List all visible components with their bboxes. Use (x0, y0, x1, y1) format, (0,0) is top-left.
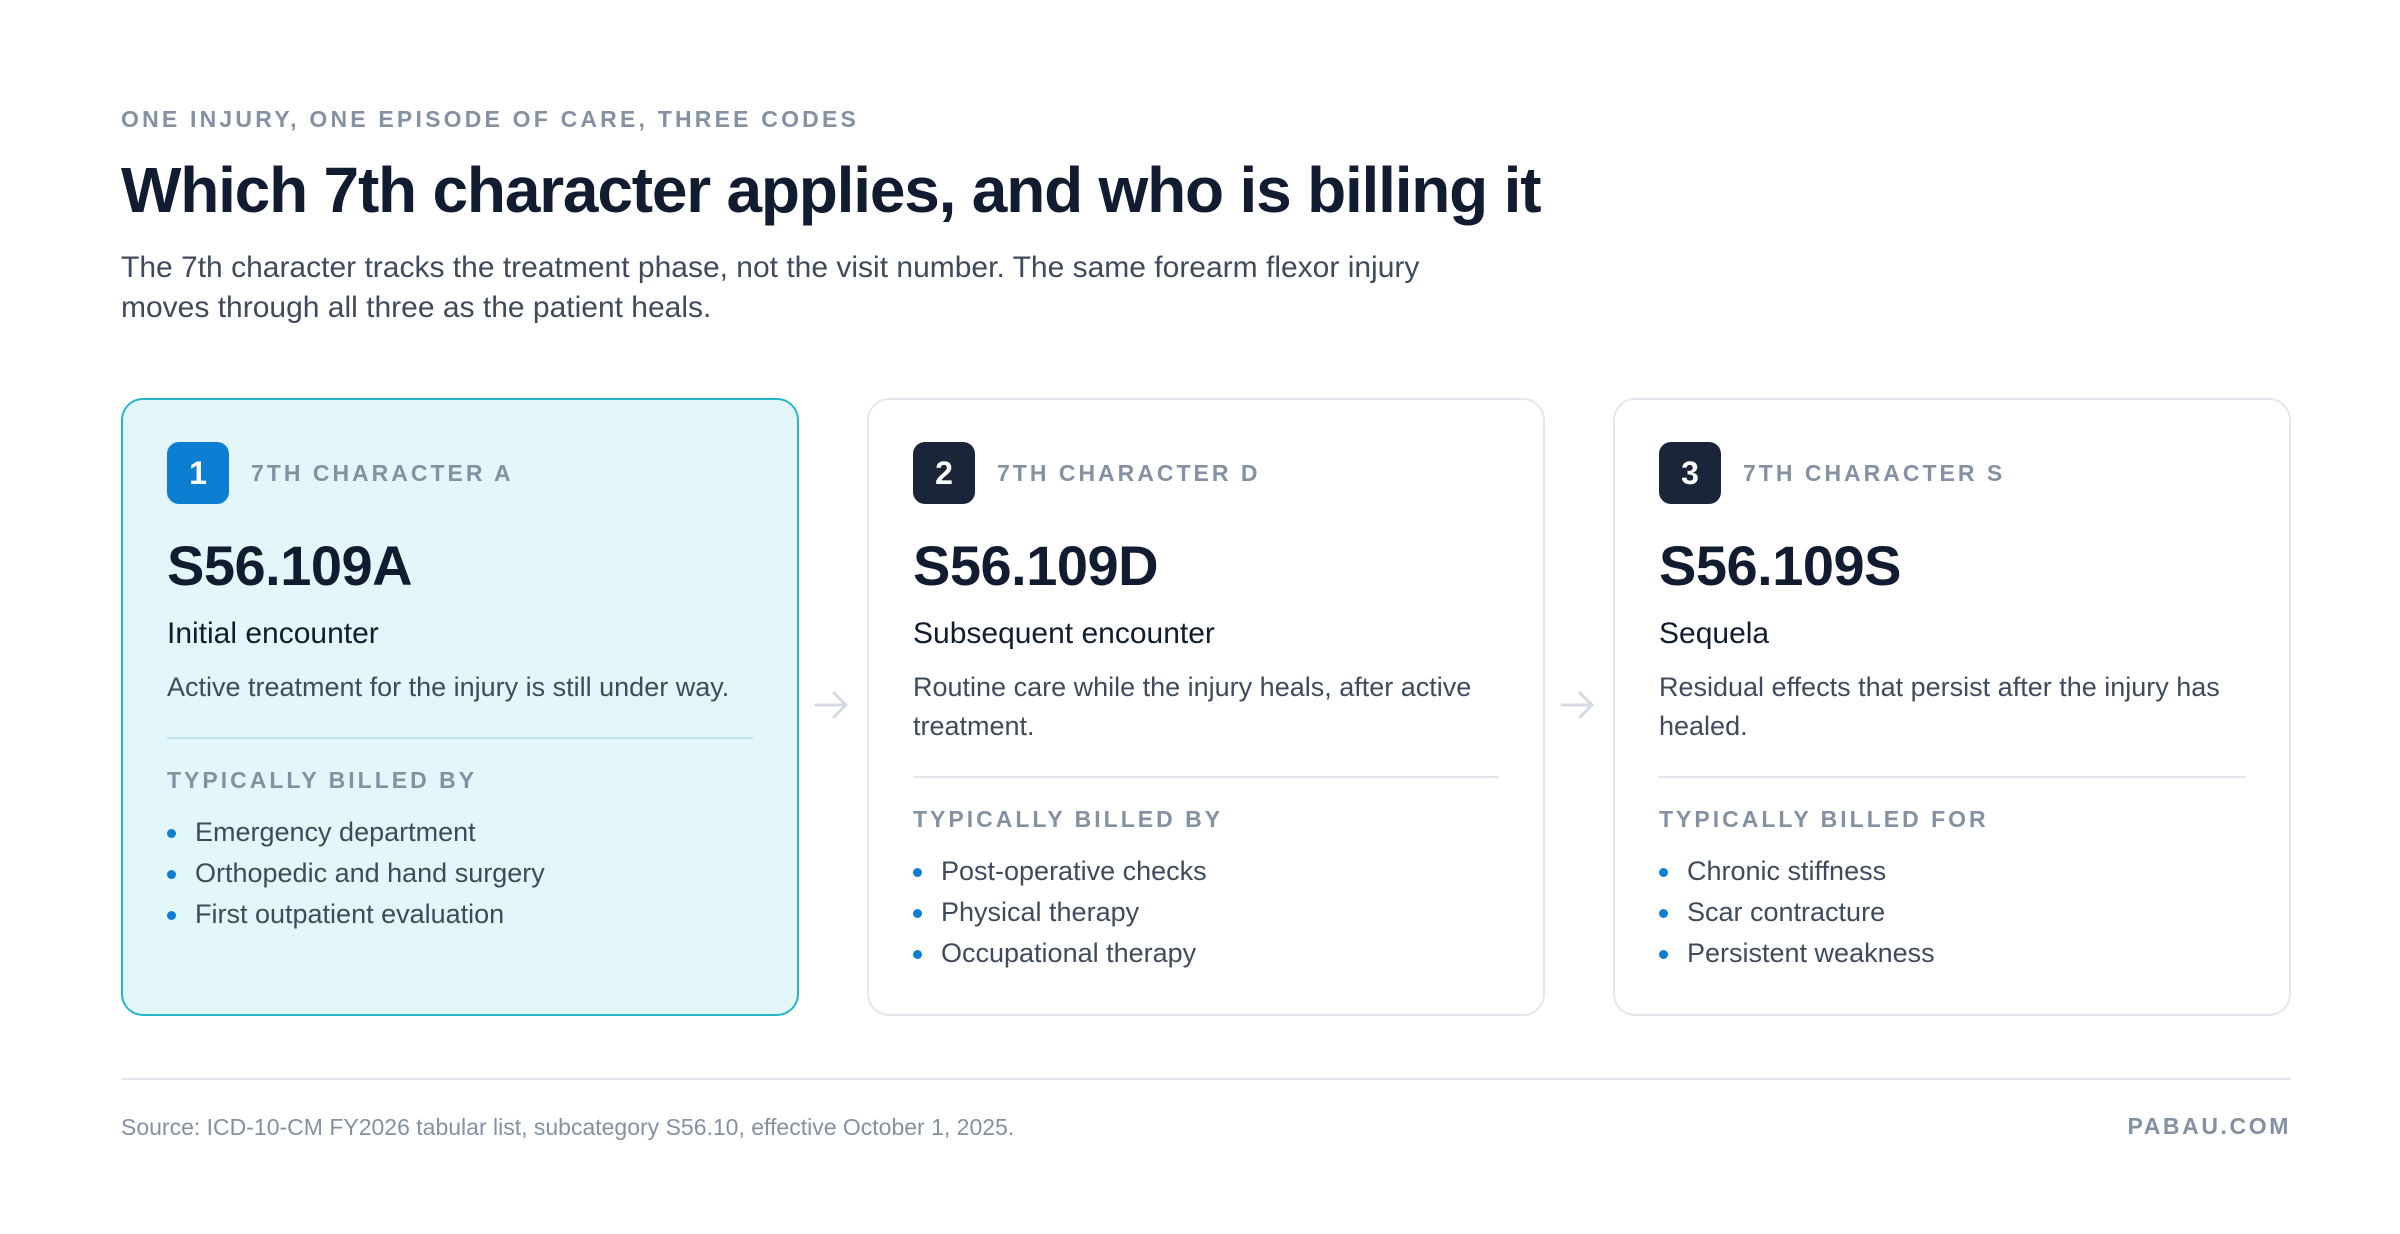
phase-description: Active treatment for the injury is still… (167, 672, 730, 703)
footer-divider (121, 1078, 2291, 1080)
page-subtitle: The 7th character tracks the treatment p… (121, 251, 1420, 324)
list-item: Physical therapy (913, 892, 1499, 933)
card-initial-encounter: 1 7TH CHARACTER A S56.109A Initial encou… (121, 398, 799, 1016)
billed-label: TYPICALLY BILLED FOR (1659, 806, 1989, 833)
brand-wordmark: PABAU.COM (2127, 1113, 2291, 1139)
phase-name: Initial encounter (167, 617, 379, 651)
code-cards: 1 7TH CHARACTER A S56.109A Initial encou… (121, 398, 2291, 1016)
divider (913, 776, 1499, 779)
card-header: 1 7TH CHARACTER A (167, 442, 753, 504)
list-item: Post-operative checks (913, 851, 1499, 892)
card-subsequent-encounter: 2 7TH CHARACTER D S56.109D Subsequent en… (867, 398, 1545, 1016)
source-note: Source: ICD-10-CM FY2026 tabular list, s… (121, 1114, 1015, 1140)
page-title: Which 7th character applies, and who is … (121, 154, 1542, 226)
divider (1659, 776, 2245, 779)
list-item: Chronic stiffness (1659, 851, 2245, 892)
arrow-right-icon (1560, 691, 1594, 719)
step-number-badge: 1 (167, 442, 229, 504)
card-header: 3 7TH CHARACTER S (1659, 442, 2245, 504)
card-sequela: 3 7TH CHARACTER S S56.109S Sequela Resid… (1613, 398, 2291, 1016)
billed-label: TYPICALLY BILLED BY (913, 806, 1224, 833)
phase-name: Subsequent encounter (913, 617, 1215, 651)
icd-code: S56.109D (913, 534, 1159, 597)
eyebrow: ONE INJURY, ONE EPISODE OF CARE, THREE C… (121, 106, 860, 132)
billed-list: Chronic stiffness Scar contracture Persi… (1659, 851, 2245, 974)
billed-list: Emergency department Orthopedic and hand… (167, 812, 753, 935)
step-number-badge: 3 (1659, 442, 1721, 504)
icd-code: S56.109A (167, 534, 413, 597)
card-header: 2 7TH CHARACTER D (913, 442, 1499, 504)
list-item: First outpatient evaluation (167, 894, 753, 935)
character-label: 7TH CHARACTER A (251, 459, 514, 486)
phase-name: Sequela (1659, 617, 1770, 651)
phase-description: Routine care while the injury heals, aft… (913, 672, 1472, 742)
character-label: 7TH CHARACTER D (997, 459, 1261, 486)
icd-code: S56.109S (1659, 534, 1901, 597)
divider (167, 737, 753, 740)
phase-description: Residual effects that persist after the … (1659, 672, 2220, 742)
list-item: Orthopedic and hand surgery (167, 853, 753, 894)
character-label: 7TH CHARACTER S (1743, 459, 2006, 486)
list-item: Persistent weakness (1659, 933, 2245, 974)
billed-list: Post-operative checks Physical therapy O… (913, 851, 1499, 974)
step-number-badge: 2 (913, 442, 975, 504)
list-item: Scar contracture (1659, 892, 2245, 933)
list-item: Emergency department (167, 812, 753, 853)
list-item: Occupational therapy (913, 933, 1499, 974)
billed-label: TYPICALLY BILLED BY (167, 767, 478, 794)
arrow-right-icon (814, 691, 848, 719)
